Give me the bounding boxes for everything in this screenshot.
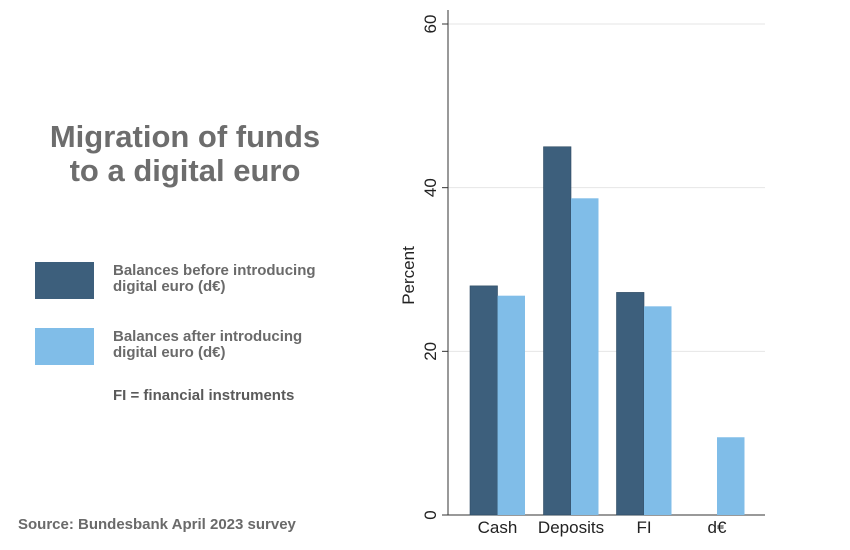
- y-tick-label-40: 40: [421, 178, 440, 197]
- infographic-title: Migration of funds to a digital euro: [20, 120, 350, 188]
- legend-label-before-line-1: Balances before introducing: [113, 262, 316, 279]
- title-line-1: Migration of funds: [49, 119, 321, 154]
- bar-cash-series1: [469, 285, 498, 516]
- bar-cash-series2: [497, 295, 525, 515]
- y-axis-label: Percent: [399, 246, 418, 305]
- source-note: Source: Bundesbank April 2023 survey: [18, 516, 296, 533]
- title-line-2: to a digital euro: [69, 153, 301, 188]
- legend-label-before-line-2: digital euro (d€): [113, 278, 226, 295]
- legend-label-after: Balances after introducing digital euro …: [113, 329, 373, 361]
- y-tick-label-0: 0: [421, 510, 440, 519]
- bar-fi-series1: [616, 292, 645, 516]
- x-tick-label-4: d€: [708, 518, 727, 537]
- x-tick-label-1: Cash: [478, 518, 518, 537]
- bar-deposits-series2: [571, 198, 599, 515]
- legend-swatch-before: [35, 262, 94, 299]
- y-tick-label-60: 60: [421, 15, 440, 34]
- legend-label-after-line-1: Balances after introducing: [113, 328, 303, 345]
- x-tick-label-3: FI: [636, 518, 651, 537]
- legend-swatch-after: [35, 328, 94, 365]
- abbreviation-note: FI = financial instruments: [113, 387, 295, 404]
- legend-label-before: Balances before introducing digital euro…: [113, 263, 373, 295]
- y-tick-label-20: 20: [421, 342, 440, 361]
- bar-d-series2: [717, 437, 745, 515]
- bar-fi-series2: [644, 306, 672, 515]
- legend-label-after-line-2: digital euro (d€): [113, 344, 226, 361]
- bar-deposits-series1: [543, 146, 572, 516]
- x-tick-label-2: Deposits: [538, 518, 604, 537]
